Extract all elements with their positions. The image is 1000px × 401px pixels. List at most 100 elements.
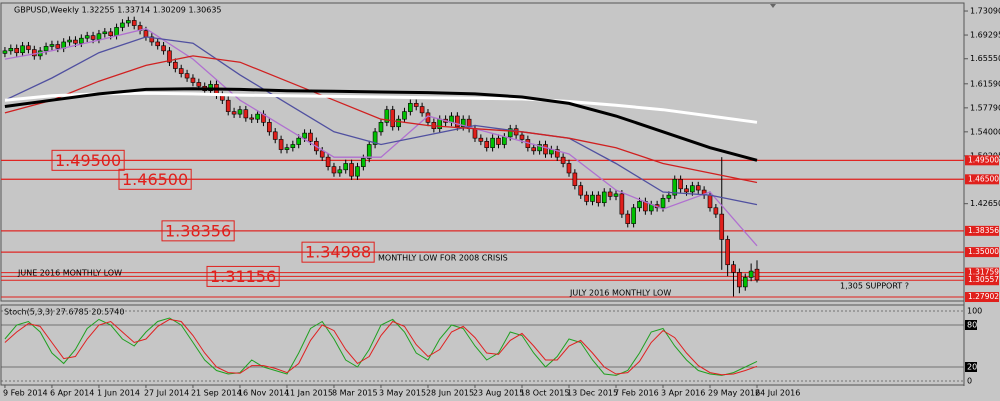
candle-body — [73, 39, 78, 44]
candle-body — [290, 144, 296, 148]
y-tick-label: 1.61590 — [970, 79, 1000, 88]
candle-body — [120, 22, 125, 28]
x-tick-label: 28 Jun 2015 — [426, 389, 474, 398]
candle-body — [396, 118, 401, 128]
y-tick-label: 1.73090 — [970, 7, 1000, 16]
candle-body — [308, 132, 313, 142]
candle-body — [126, 20, 131, 24]
candle-body — [619, 193, 625, 215]
candle-body — [519, 134, 525, 140]
candle-body — [55, 44, 61, 49]
stoch-title: Stoch(5,3,3) 27.6785 20.5740 — [4, 308, 124, 317]
candle-body — [584, 194, 589, 202]
candle-body — [14, 48, 19, 54]
axis-marker-label: 1.46500 — [968, 174, 999, 183]
candle-body — [690, 185, 695, 193]
candle-body — [419, 106, 425, 114]
axis-marker-label: 1.38356 — [968, 226, 999, 235]
candle-body — [355, 166, 360, 177]
candle-body — [384, 109, 390, 123]
candle-body — [67, 39, 72, 43]
candle-body — [149, 36, 155, 43]
candle-body — [225, 99, 231, 112]
axis-marker-box — [965, 225, 999, 236]
candle-body — [613, 193, 619, 197]
candle-body — [378, 122, 384, 133]
axis-marker-label: 1.35000 — [968, 247, 999, 256]
scroll-marker — [770, 4, 776, 8]
candle-body — [173, 61, 178, 69]
candle-body — [331, 166, 337, 174]
x-tick-label: 21 Sep 2014 — [191, 389, 242, 398]
candle-body — [79, 37, 84, 44]
candle-body — [507, 128, 513, 138]
candle-body — [114, 27, 119, 36]
candle-body — [502, 136, 507, 145]
candle-body — [496, 137, 501, 145]
annotation: 1,305 SUPPORT ? — [840, 282, 909, 291]
candle-body — [754, 268, 760, 281]
stoch-line — [4, 318, 758, 376]
x-tick-label: 24 Jul 2016 — [755, 389, 800, 398]
candle-body — [737, 272, 742, 288]
candle-body — [267, 122, 272, 133]
axis-marker-label: 1.27902 — [968, 292, 999, 301]
candle-body — [666, 194, 672, 199]
x-tick-label: 27 Jul 2014 — [144, 389, 189, 398]
candle-body — [184, 73, 190, 79]
candle-body — [601, 191, 607, 204]
candle-body — [537, 144, 542, 152]
candle-body — [319, 150, 325, 158]
candle-body — [272, 131, 278, 140]
candle-body — [102, 31, 108, 35]
candle-body — [196, 82, 202, 87]
candle-body — [566, 163, 572, 174]
candle-body — [237, 109, 243, 115]
x-tick-label: 8 Mar 2015 — [332, 389, 378, 398]
annotation: MONTHLY LOW FOR 2008 CRISIS — [378, 254, 508, 263]
candle-body — [560, 156, 566, 164]
axis-marker-box — [965, 155, 999, 166]
candle-body — [231, 111, 237, 115]
axis-marker-box — [965, 247, 999, 258]
axis-marker-box — [965, 275, 999, 286]
candle-body — [678, 179, 683, 190]
chart-title: GBPUSD,Weekly 1.32255 1.33714 1.30209 1.… — [14, 6, 222, 15]
x-tick-label: 3 Apr 2016 — [661, 389, 705, 398]
candle-body — [390, 109, 396, 128]
candle-body — [243, 109, 249, 119]
annotation: JULY 2016 MONTHLY LOW — [569, 289, 671, 298]
stoch-line — [4, 317, 758, 376]
candle-body — [90, 35, 96, 40]
candle-body — [731, 264, 736, 273]
candle-body — [660, 197, 666, 209]
candle-body — [49, 44, 55, 47]
candle-body — [302, 132, 307, 139]
x-tick-label: 3 May 2015 — [379, 389, 426, 398]
candle-body — [366, 144, 372, 159]
candle-body — [437, 118, 443, 129]
candle-body — [296, 137, 302, 145]
x-tick-label: 1 Jun 2014 — [97, 389, 140, 398]
candle-body — [108, 31, 113, 36]
candle-body — [607, 191, 613, 197]
candle-body — [413, 103, 419, 107]
level-label: 1.31156 — [210, 267, 276, 286]
axis-marker-label: 1.31759 — [968, 268, 999, 277]
candle-body — [748, 270, 754, 278]
y-tick-label: 1.42650 — [970, 199, 1000, 208]
candle-body — [631, 207, 636, 224]
candle-body — [96, 33, 102, 40]
x-tick-label: 13 Dec 2015 — [567, 389, 618, 398]
axis-marker-box — [965, 174, 999, 185]
candle-body — [578, 185, 584, 196]
candle-body — [478, 137, 484, 142]
x-tick-label: 11 Jan 2015 — [285, 389, 333, 398]
x-tick-label: 29 May 2016 — [708, 389, 760, 398]
moving-average — [4, 87, 758, 162]
moving-average — [4, 91, 758, 124]
candle-body — [713, 207, 719, 215]
candle-body — [84, 35, 90, 39]
candle-body — [26, 45, 31, 50]
